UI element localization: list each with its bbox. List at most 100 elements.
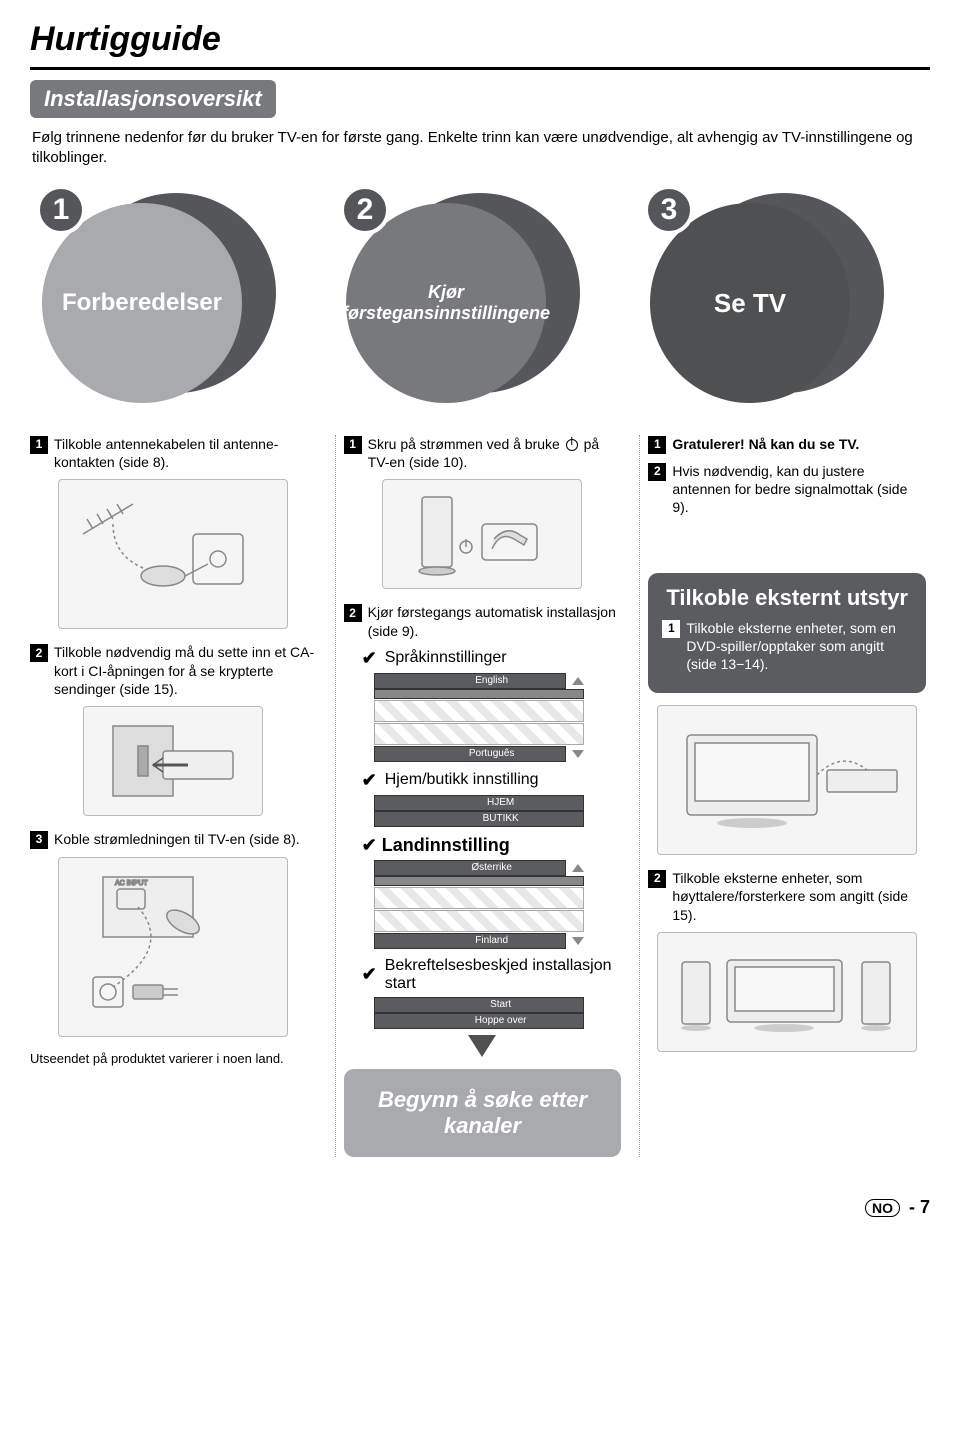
step-1: Forberedelser 1 bbox=[36, 185, 316, 405]
antenna-svg-icon bbox=[73, 494, 273, 614]
check-icon: ✔ bbox=[362, 770, 377, 791]
footnote: Utseendet på produktet varierer i noen l… bbox=[30, 1051, 317, 1066]
power-cord-illustration: AC INPUT bbox=[58, 857, 288, 1037]
column-3: 1 Gratulerer! Nå kan du se TV. 2 Hvis nø… bbox=[639, 435, 930, 1157]
intro-text: Følg trinnene nedenfor før du bruker TV-… bbox=[32, 128, 928, 167]
item-text: Skru på strømmen ved å bruke på TV-en (s… bbox=[368, 435, 622, 471]
arrow-down-icon bbox=[572, 937, 584, 945]
item-text: Tilkoble eksterne enheter, som en DVD-sp… bbox=[686, 619, 912, 674]
item-number-icon: 1 bbox=[30, 436, 48, 454]
column-2: 1 Skru på strømmen ved å bruke på TV-en … bbox=[335, 435, 626, 1157]
item-number-icon: 2 bbox=[648, 463, 666, 481]
wave-break bbox=[374, 887, 584, 909]
list-item: 3 Koble strømledningen til TV-en (side 8… bbox=[30, 830, 317, 849]
region-code: NO bbox=[865, 1199, 900, 1217]
final-action-box: Begynn å søke etter kanaler bbox=[344, 1069, 622, 1157]
item-text: Kjør førstegangs automatisk installasjon… bbox=[368, 603, 622, 639]
option-label: BUTIKK bbox=[375, 813, 583, 824]
wave-break bbox=[374, 700, 584, 722]
item-text: Koble strømledningen til TV-en (side 8). bbox=[54, 830, 300, 849]
circle-front: Kjør førstegansinnstillingene bbox=[346, 203, 546, 403]
step-country: ✔ Landinnstilling bbox=[362, 835, 622, 856]
item-text: Tilkoble antennekabelen til antenne-kont… bbox=[54, 435, 317, 471]
step-confirm: ✔ Bekreftelsesbeskjed installasjon start bbox=[362, 957, 622, 993]
cacard-svg-icon bbox=[93, 716, 253, 806]
circle-front: Forberedelser bbox=[42, 203, 242, 403]
page-footer: NO - 7 bbox=[30, 1197, 930, 1218]
option-label: Start bbox=[375, 999, 583, 1010]
tvpress-svg-icon bbox=[392, 489, 572, 579]
text-part: Skru på strømmen ved å bruke bbox=[368, 436, 564, 452]
list-item: 1 Tilkoble eksterne enheter, som en DVD-… bbox=[662, 619, 912, 674]
step-language: ✔ Språkinnstillinger bbox=[362, 648, 622, 669]
step-circles-row: Forberedelser 1 Kjør førstegansinnstilli… bbox=[30, 185, 930, 405]
item-number-icon: 2 bbox=[648, 870, 666, 888]
wave-break bbox=[374, 910, 584, 932]
list-item: 2 Tilkoble eksterne enheter, som høyttal… bbox=[648, 869, 926, 924]
list-item: 1 Tilkoble antennekabelen til antenne-ko… bbox=[30, 435, 317, 471]
item-text: Tilkoble eksterne enheter, som høyttaler… bbox=[672, 869, 926, 924]
power-svg-icon: AC INPUT bbox=[73, 867, 273, 1027]
ca-card-illustration bbox=[83, 706, 263, 816]
list-item: 2 Tilkoble nødvendig må du sette inn et … bbox=[30, 643, 317, 698]
arrow-down-icon bbox=[468, 1035, 496, 1057]
step-label: Bekreftelsesbeskjed installasjon start bbox=[385, 957, 622, 993]
step-3: Se TV 3 bbox=[644, 185, 924, 405]
list-item: 1 Gratulerer! Nå kan du se TV. bbox=[648, 435, 926, 454]
list-item: 2 Hvis nødvendig, kan du justere antenne… bbox=[648, 462, 926, 517]
home-shop-selector: HJEM BUTIKK bbox=[374, 795, 584, 827]
arrow-up-icon bbox=[572, 864, 584, 872]
item-text: Tilkoble nødvendig må du sette inn et CA… bbox=[54, 643, 317, 698]
item-number-icon: 1 bbox=[648, 436, 666, 454]
step-label: Hjem/butikk innstilling bbox=[385, 771, 539, 789]
antenna-illustration bbox=[58, 479, 288, 629]
svg-text:AC INPUT: AC INPUT bbox=[115, 880, 148, 887]
step-badge: 1 bbox=[36, 185, 86, 235]
list-item: 1 Skru på strømmen ved å bruke på TV-en … bbox=[344, 435, 622, 471]
option-label: Østerrike bbox=[375, 862, 565, 873]
dvd-connection-illustration bbox=[657, 705, 917, 855]
tv-press-illustration bbox=[382, 479, 582, 589]
dvd-svg-icon bbox=[667, 715, 907, 845]
item-number-icon: 1 bbox=[344, 436, 362, 454]
wave-break bbox=[374, 723, 584, 745]
country-selector: Østerrike Finland bbox=[374, 860, 584, 949]
list-item: 2 Kjør førstegangs automatisk installasj… bbox=[344, 603, 622, 639]
columns: 1 Tilkoble antennekabelen til antenne-ko… bbox=[30, 435, 930, 1157]
page-number: 7 bbox=[920, 1197, 930, 1217]
option-label: Hoppe over bbox=[375, 1015, 583, 1026]
page-title: Hurtigguide bbox=[30, 20, 930, 59]
item-number-icon: 2 bbox=[30, 644, 48, 662]
step-2: Kjør førstegansinnstillingene 2 bbox=[340, 185, 620, 405]
step-label: Landinnstilling bbox=[382, 835, 510, 855]
power-icon bbox=[566, 439, 578, 451]
speaker-svg-icon bbox=[667, 942, 907, 1042]
check-icon: ✔ bbox=[362, 964, 377, 985]
confirm-selector: Start Hoppe over bbox=[374, 997, 584, 1029]
option-label: Finland bbox=[375, 935, 565, 946]
external-equipment-card: Tilkoble eksternt utstyr 1 Tilkoble ekst… bbox=[648, 573, 926, 694]
language-selector: English Português bbox=[374, 673, 584, 762]
arrow-up-icon bbox=[572, 677, 584, 685]
item-number-icon: 2 bbox=[344, 604, 362, 622]
speaker-connection-illustration bbox=[657, 932, 917, 1052]
arrow-down-icon bbox=[572, 750, 584, 758]
item-text: Hvis nødvendig, kan du justere antennen … bbox=[672, 462, 926, 517]
item-text: Gratulerer! Nå kan du se TV. bbox=[672, 435, 859, 454]
step-badge: 2 bbox=[340, 185, 390, 235]
card-title: Tilkoble eksternt utstyr bbox=[662, 585, 912, 611]
section-subtitle: Installasjonsoversikt bbox=[30, 80, 276, 118]
title-rule bbox=[30, 67, 930, 70]
option-label: English bbox=[375, 675, 565, 686]
option-label: HJEM bbox=[375, 797, 583, 808]
column-1: 1 Tilkoble antennekabelen til antenne-ko… bbox=[30, 435, 321, 1157]
check-icon: ✔ Landinnstilling bbox=[362, 835, 510, 856]
item-number-icon: 1 bbox=[662, 620, 680, 638]
check-icon: ✔ bbox=[362, 648, 377, 669]
circle-front: Se TV bbox=[650, 203, 850, 403]
option-label: Português bbox=[375, 748, 565, 759]
step-home-shop: ✔ Hjem/butikk innstilling bbox=[362, 770, 622, 791]
item-number-icon: 3 bbox=[30, 831, 48, 849]
step-label: Språkinnstillinger bbox=[385, 649, 507, 667]
step-badge: 3 bbox=[644, 185, 694, 235]
